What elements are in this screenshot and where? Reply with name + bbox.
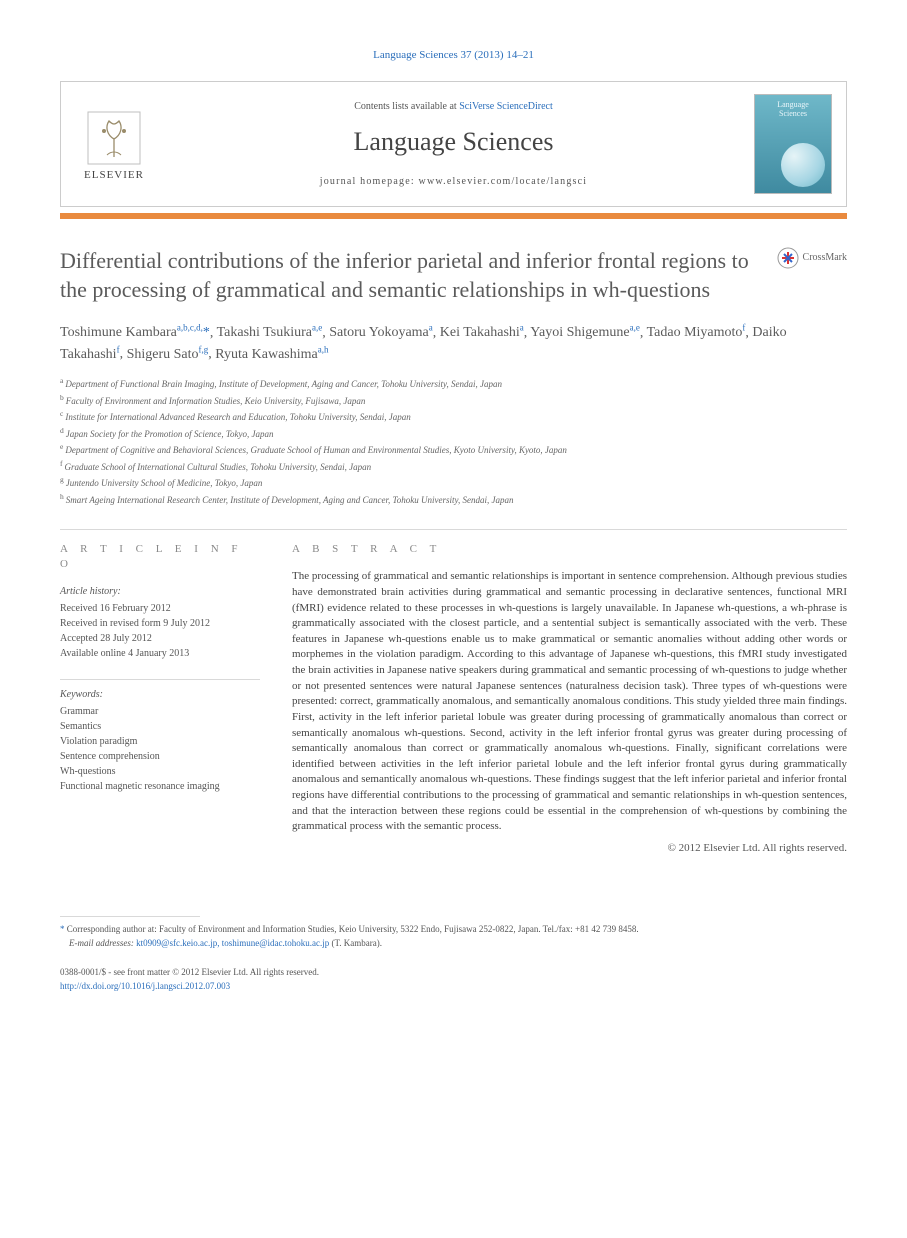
publisher-logo: ELSEVIER xyxy=(75,105,153,183)
section-rule xyxy=(60,679,260,680)
affiliation: dJapan Society for the Promotion of Scie… xyxy=(60,425,847,442)
running-header: Language Sciences 37 (2013) 14–21 xyxy=(60,48,847,63)
affiliation-list: aDepartment of Functional Brain Imaging,… xyxy=(60,375,847,507)
affiliation: aDepartment of Functional Brain Imaging,… xyxy=(60,375,847,392)
footnote-rule xyxy=(60,916,200,917)
article-title: Differential contributions of the inferi… xyxy=(60,247,759,303)
email-label: E-mail addresses: xyxy=(69,938,134,948)
author: Yayoi Shigemunea,e xyxy=(530,325,640,340)
crossmark-label: CrossMark xyxy=(803,251,847,265)
article-history: Received 16 February 2012Received in rev… xyxy=(60,601,260,661)
corresponding-author-text: Corresponding author at: Faculty of Envi… xyxy=(67,924,639,934)
homepage-url: www.elsevier.com/locate/langsci xyxy=(419,176,588,187)
contents-available-line: Contents lists available at SciVerse Sci… xyxy=(165,100,742,114)
author: Kei Takahashia xyxy=(440,325,524,340)
sciencedirect-link[interactable]: SciVerse ScienceDirect xyxy=(459,101,553,112)
section-rule xyxy=(60,529,847,530)
affiliation: cInstitute for International Advanced Re… xyxy=(60,408,847,425)
keyword: Violation paradigm xyxy=(60,734,260,749)
keywords-list: GrammarSemanticsViolation paradigmSenten… xyxy=(60,704,260,794)
keyword: Sentence comprehension xyxy=(60,749,260,764)
journal-name: Language Sciences xyxy=(165,124,742,160)
abstract-copyright: © 2012 Elsevier Ltd. All rights reserved… xyxy=(292,841,847,856)
author: Shigeru Satof,g xyxy=(127,347,209,362)
history-item: Received in revised form 9 July 2012 xyxy=(60,616,260,631)
journal-masthead: ELSEVIER Contents lists available at Sci… xyxy=(60,81,847,207)
keyword: Semantics xyxy=(60,719,260,734)
article-history-label: Article history: xyxy=(60,585,260,599)
author-list: Toshimune Kambaraa,b,c,d,*, Takashi Tsuk… xyxy=(60,322,847,365)
author: Takashi Tsukiuraa,e xyxy=(217,325,323,340)
corresponding-author-footnote: * Corresponding author at: Faculty of En… xyxy=(60,923,847,950)
keyword: Grammar xyxy=(60,704,260,719)
affiliation: eDepartment of Cognitive and Behavioral … xyxy=(60,441,847,458)
author: Satoru Yokoyamaa xyxy=(329,325,433,340)
publisher-name: ELSEVIER xyxy=(84,168,144,183)
keywords-label: Keywords: xyxy=(60,688,260,702)
email-suffix: (T. Kambara). xyxy=(329,938,382,948)
homepage-prefix: journal homepage: xyxy=(320,176,419,187)
article-info-heading: A R T I C L E I N F O xyxy=(60,542,260,573)
history-item: Available online 4 January 2013 xyxy=(60,646,260,661)
author-email-link[interactable]: kt0909@sfc.keio.ac.jp, toshimune@idac.to… xyxy=(136,938,329,948)
journal-cover-thumbnail: Language Sciences xyxy=(754,94,832,194)
affiliation: hSmart Ageing International Research Cen… xyxy=(60,491,847,508)
crossmark-icon xyxy=(777,247,799,269)
crossmark-badge[interactable]: CrossMark xyxy=(777,247,847,269)
keyword: Wh-questions xyxy=(60,764,260,779)
author: Tadao Miyamotof xyxy=(647,325,746,340)
history-item: Received 16 February 2012 xyxy=(60,601,260,616)
journal-homepage: journal homepage: www.elsevier.com/locat… xyxy=(165,175,742,189)
cover-label-line1: Language xyxy=(777,100,809,109)
footnote-star-icon: * xyxy=(60,924,67,934)
abstract-heading: A B S T R A C T xyxy=(292,542,847,557)
elsevier-tree-icon xyxy=(87,111,141,165)
cover-label-line2: Sciences xyxy=(779,109,807,118)
author: Ryuta Kawashimaa,h xyxy=(215,347,328,362)
author: Toshimune Kambaraa,b,c,d,* xyxy=(60,325,210,340)
doi-link[interactable]: http://dx.doi.org/10.1016/j.langsci.2012… xyxy=(60,981,230,991)
accent-bar xyxy=(60,213,847,219)
history-item: Accepted 28 July 2012 xyxy=(60,631,260,646)
affiliation: fGraduate School of International Cultur… xyxy=(60,458,847,475)
contents-prefix: Contents lists available at xyxy=(354,101,459,112)
front-matter-line: 0388-0001/$ - see front matter © 2012 El… xyxy=(60,966,847,980)
affiliation: gJuntendo University School of Medicine,… xyxy=(60,474,847,491)
affiliation: bFaculty of Environment and Information … xyxy=(60,392,847,409)
abstract-text: The processing of grammatical and semant… xyxy=(292,569,847,834)
page-footer: 0388-0001/$ - see front matter © 2012 El… xyxy=(60,966,847,993)
keyword: Functional magnetic resonance imaging xyxy=(60,779,260,794)
